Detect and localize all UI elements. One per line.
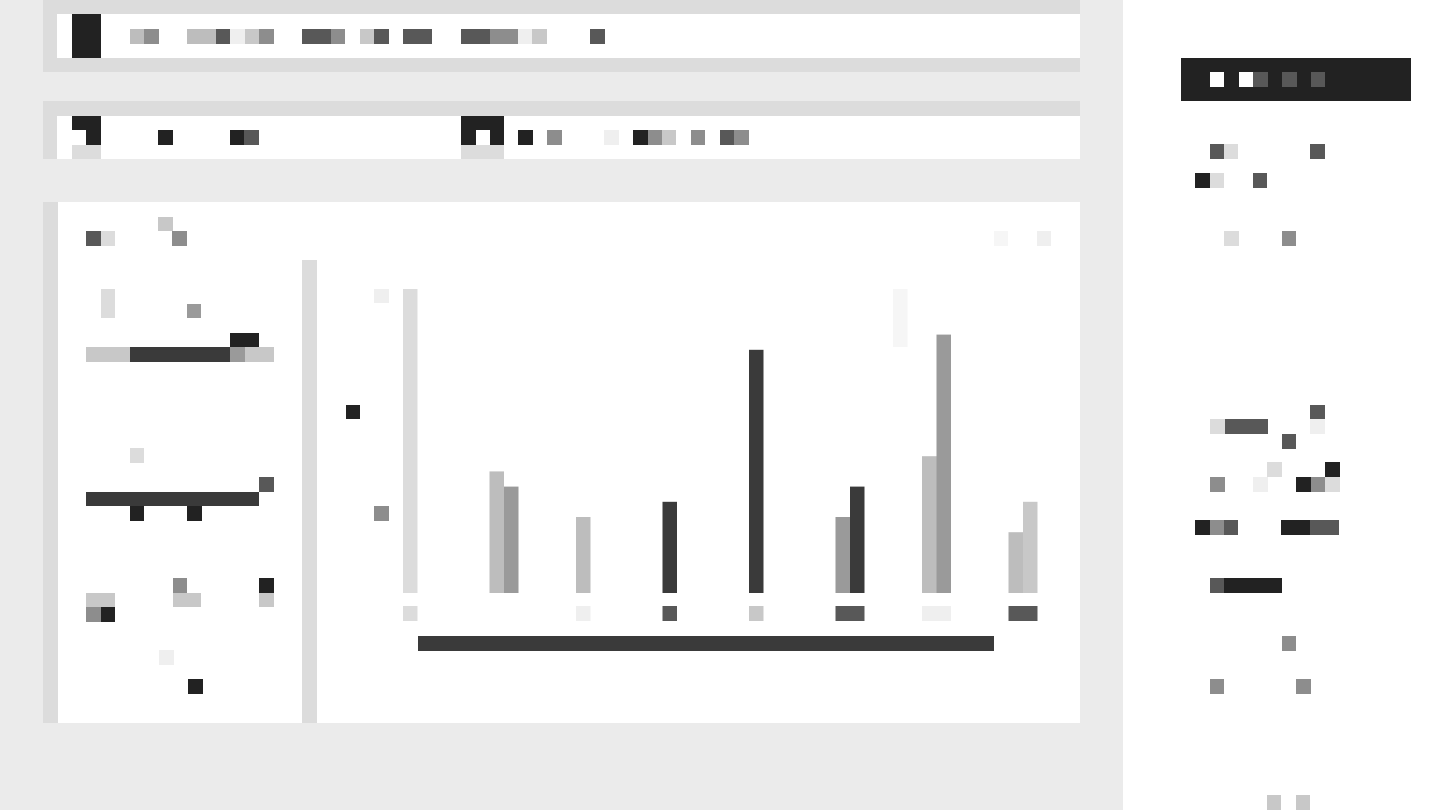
chart-area (317, 260, 1080, 723)
x-tick-label (922, 606, 951, 621)
bar[interactable] (504, 486, 519, 593)
detail-row-2 (1224, 231, 1296, 246)
bar[interactable] (749, 349, 764, 593)
tab-1[interactable] (72, 116, 101, 159)
detail-row-6[interactable] (1210, 578, 1282, 593)
app-logo-icon[interactable] (72, 14, 101, 58)
nav-item-6[interactable] (461, 29, 547, 44)
x-tick-label (576, 606, 591, 621)
x-tick-label (1008, 606, 1038, 621)
bar[interactable] (576, 517, 591, 593)
bar[interactable] (662, 501, 678, 593)
nav-bar-inner (57, 14, 1080, 58)
detail-row-5[interactable] (1195, 520, 1339, 535)
slider-handle[interactable] (230, 333, 259, 347)
chip[interactable] (259, 593, 274, 607)
checkbox[interactable] (259, 578, 274, 593)
detail-row-text (1282, 636, 1283, 637)
nav-item-5[interactable] (403, 29, 432, 44)
bar[interactable] (850, 486, 865, 593)
toolbar (43, 101, 1080, 159)
filter-icon[interactable] (158, 130, 173, 145)
chip[interactable] (173, 593, 201, 607)
filter-label (101, 289, 115, 318)
content-card (43, 202, 1080, 723)
primary-button-label (1181, 58, 1182, 59)
bar[interactable] (835, 517, 851, 593)
x-tick-label (662, 606, 677, 621)
detail-row-3 (1210, 405, 1340, 449)
details-panel (1123, 0, 1440, 810)
reset-icon[interactable] (259, 477, 274, 492)
apply-button[interactable] (188, 679, 203, 694)
window-title (57, 14, 58, 15)
filter-label (159, 650, 174, 665)
x-tick-label (835, 606, 865, 621)
range-slider[interactable] (86, 347, 274, 362)
nav-item-3[interactable] (302, 29, 345, 44)
slider-handle-max[interactable] (187, 506, 202, 521)
more-icon[interactable] (1037, 231, 1051, 246)
detail-row-text (1210, 462, 1211, 463)
bar[interactable] (489, 471, 505, 593)
x-tick-label (403, 606, 418, 621)
notification-icon[interactable] (590, 29, 605, 44)
bar[interactable] (922, 456, 937, 593)
add-icon (1210, 72, 1224, 87)
filter-group-4 (159, 650, 203, 694)
checkbox[interactable] (86, 607, 101, 622)
chart-scrollbar[interactable] (418, 636, 994, 651)
refresh-icon[interactable] (547, 130, 562, 145)
filter-group-3 (86, 578, 274, 622)
bar[interactable] (1023, 501, 1038, 593)
filter-value (86, 289, 87, 290)
toolbar-action-2[interactable] (633, 130, 763, 145)
detail-row-4 (1210, 462, 1340, 492)
bar-chart (403, 289, 1038, 621)
bar-overflow-cap (893, 289, 908, 347)
nav-item-2[interactable] (187, 29, 274, 44)
settings-icon[interactable] (518, 130, 533, 145)
nav-bar (43, 0, 1080, 72)
nav-item-1[interactable] (130, 29, 159, 44)
x-tick-label (489, 606, 519, 621)
bar[interactable] (1008, 532, 1024, 593)
filter-value (86, 578, 87, 579)
panel-title (86, 217, 187, 246)
range-slider[interactable] (86, 492, 259, 506)
toolbar-inner (57, 116, 1080, 159)
panel-divider[interactable] (302, 260, 317, 723)
detail-row-1 (1195, 144, 1325, 188)
x-tick-label (749, 606, 764, 621)
expand-icon[interactable] (994, 231, 1008, 246)
chip[interactable] (86, 593, 115, 607)
bar[interactable] (936, 334, 952, 593)
y-axis-min-tick (374, 506, 389, 521)
nav-item-label (403, 29, 404, 30)
primary-button[interactable] (1181, 58, 1411, 101)
info-icon (187, 304, 201, 318)
separator (604, 130, 619, 145)
filter-group-1 (86, 289, 274, 362)
y-axis-max-tick (374, 289, 389, 303)
checkbox[interactable] (101, 607, 115, 622)
detail-row-8 (1210, 679, 1311, 694)
filter-label (130, 448, 144, 463)
filter-label (173, 578, 187, 593)
detail-row-text (1210, 405, 1211, 406)
filter-value (86, 448, 87, 449)
nav-item-4[interactable] (360, 29, 389, 44)
panel-title-text (86, 217, 87, 218)
tab-2[interactable] (461, 116, 504, 159)
detail-row-7 (1282, 636, 1296, 651)
pagination[interactable] (1267, 795, 1310, 810)
slider-handle-min[interactable] (130, 506, 144, 521)
filter-group-2 (86, 448, 274, 521)
toolbar-action-1[interactable] (230, 130, 259, 145)
bar[interactable] (403, 289, 418, 593)
detail-row-text (1195, 144, 1196, 145)
y-axis-label (346, 405, 360, 419)
